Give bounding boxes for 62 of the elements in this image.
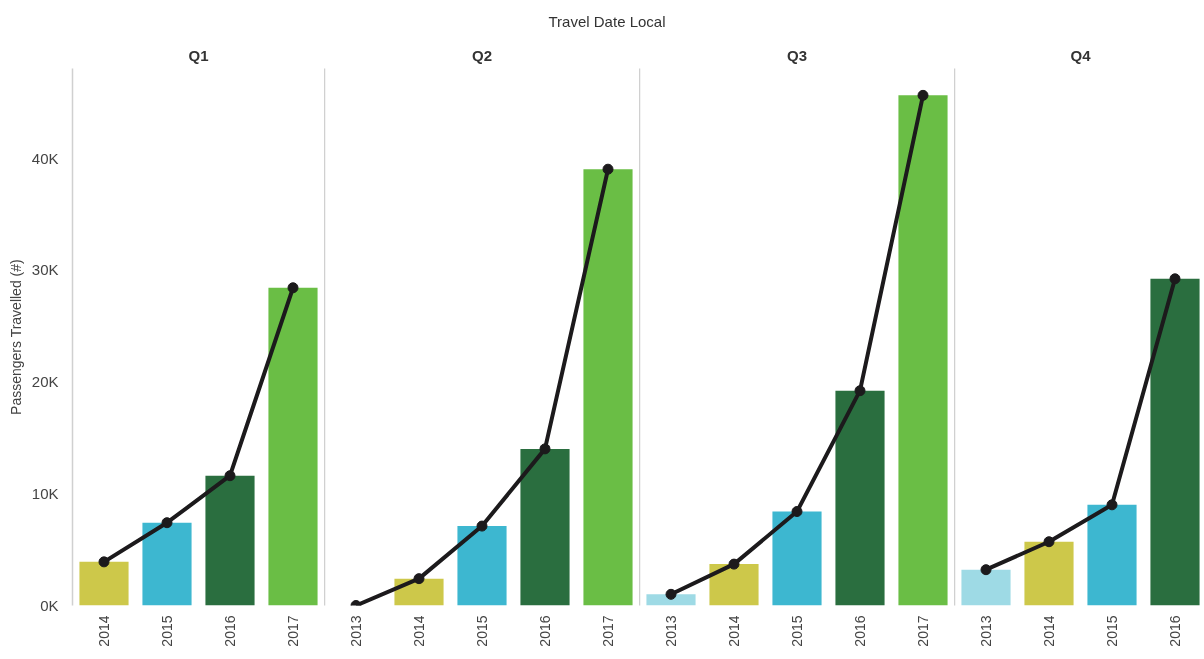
bar — [1087, 504, 1137, 606]
y-axis-title: Passengers Travelled (#) — [7, 259, 24, 415]
point — [1043, 536, 1055, 548]
chart-title: Q2 — [472, 46, 493, 64]
chart-title: Q1 — [188, 46, 209, 64]
point — [413, 573, 425, 585]
bar — [583, 169, 633, 606]
x-tick-label: 2014 — [726, 615, 742, 647]
x-tick-label: 2014 — [411, 615, 427, 647]
x-tick-label: 2015 — [159, 615, 175, 647]
point — [728, 558, 740, 570]
x-tick-label: 2013 — [348, 615, 364, 647]
point — [287, 282, 299, 294]
x-tick-label: 2016 — [222, 615, 238, 647]
bar — [772, 511, 822, 606]
point — [917, 89, 929, 101]
bar — [520, 448, 570, 606]
bar — [142, 522, 192, 606]
x-tick-label: 2017 — [915, 615, 931, 647]
y-tick-label: 10K — [31, 485, 59, 503]
point — [98, 556, 110, 568]
point — [1169, 273, 1181, 285]
chart-title: Q4 — [1070, 46, 1092, 64]
x-tick-label: 2015 — [789, 615, 805, 647]
bar — [709, 564, 759, 606]
bar — [835, 390, 885, 606]
chart-title: Q3 — [787, 46, 808, 64]
y-tick-label: 30K — [31, 261, 59, 279]
point — [224, 470, 236, 482]
point — [476, 520, 488, 532]
bar — [205, 475, 255, 606]
x-tick-label: 2014 — [96, 615, 112, 647]
point — [539, 443, 551, 455]
point — [1106, 499, 1118, 511]
y-tick-label: 0K — [40, 597, 59, 614]
y-tick-label: 20K — [31, 373, 59, 391]
bar — [268, 287, 318, 606]
bar — [1150, 278, 1200, 606]
point — [854, 385, 866, 397]
bar — [898, 95, 948, 606]
point — [791, 506, 803, 518]
bar — [79, 561, 129, 606]
x-tick-label: 2015 — [474, 615, 490, 647]
x-tick-label: 2017 — [600, 615, 616, 647]
x-tick-label: 2014 — [1041, 615, 1057, 647]
x-tick-label: 2013 — [978, 615, 994, 647]
point — [161, 517, 173, 529]
y-tick-label: 40K — [31, 149, 59, 167]
x-tick-label: 2013 — [663, 615, 679, 647]
bar — [961, 569, 1011, 606]
bar — [457, 526, 507, 606]
x-tick-label: 2016 — [537, 615, 553, 647]
point — [665, 588, 677, 600]
bar — [646, 594, 696, 606]
text: Travel Date Local — [547, 12, 667, 32]
bar — [1024, 541, 1074, 606]
x-tick-label: 2016 — [1167, 615, 1183, 647]
x-tick-label: 2017 — [285, 615, 301, 647]
x-tick-label: 2015 — [1104, 615, 1120, 647]
x-tick-label: 2016 — [852, 615, 868, 647]
point — [980, 564, 992, 576]
point — [602, 163, 614, 175]
